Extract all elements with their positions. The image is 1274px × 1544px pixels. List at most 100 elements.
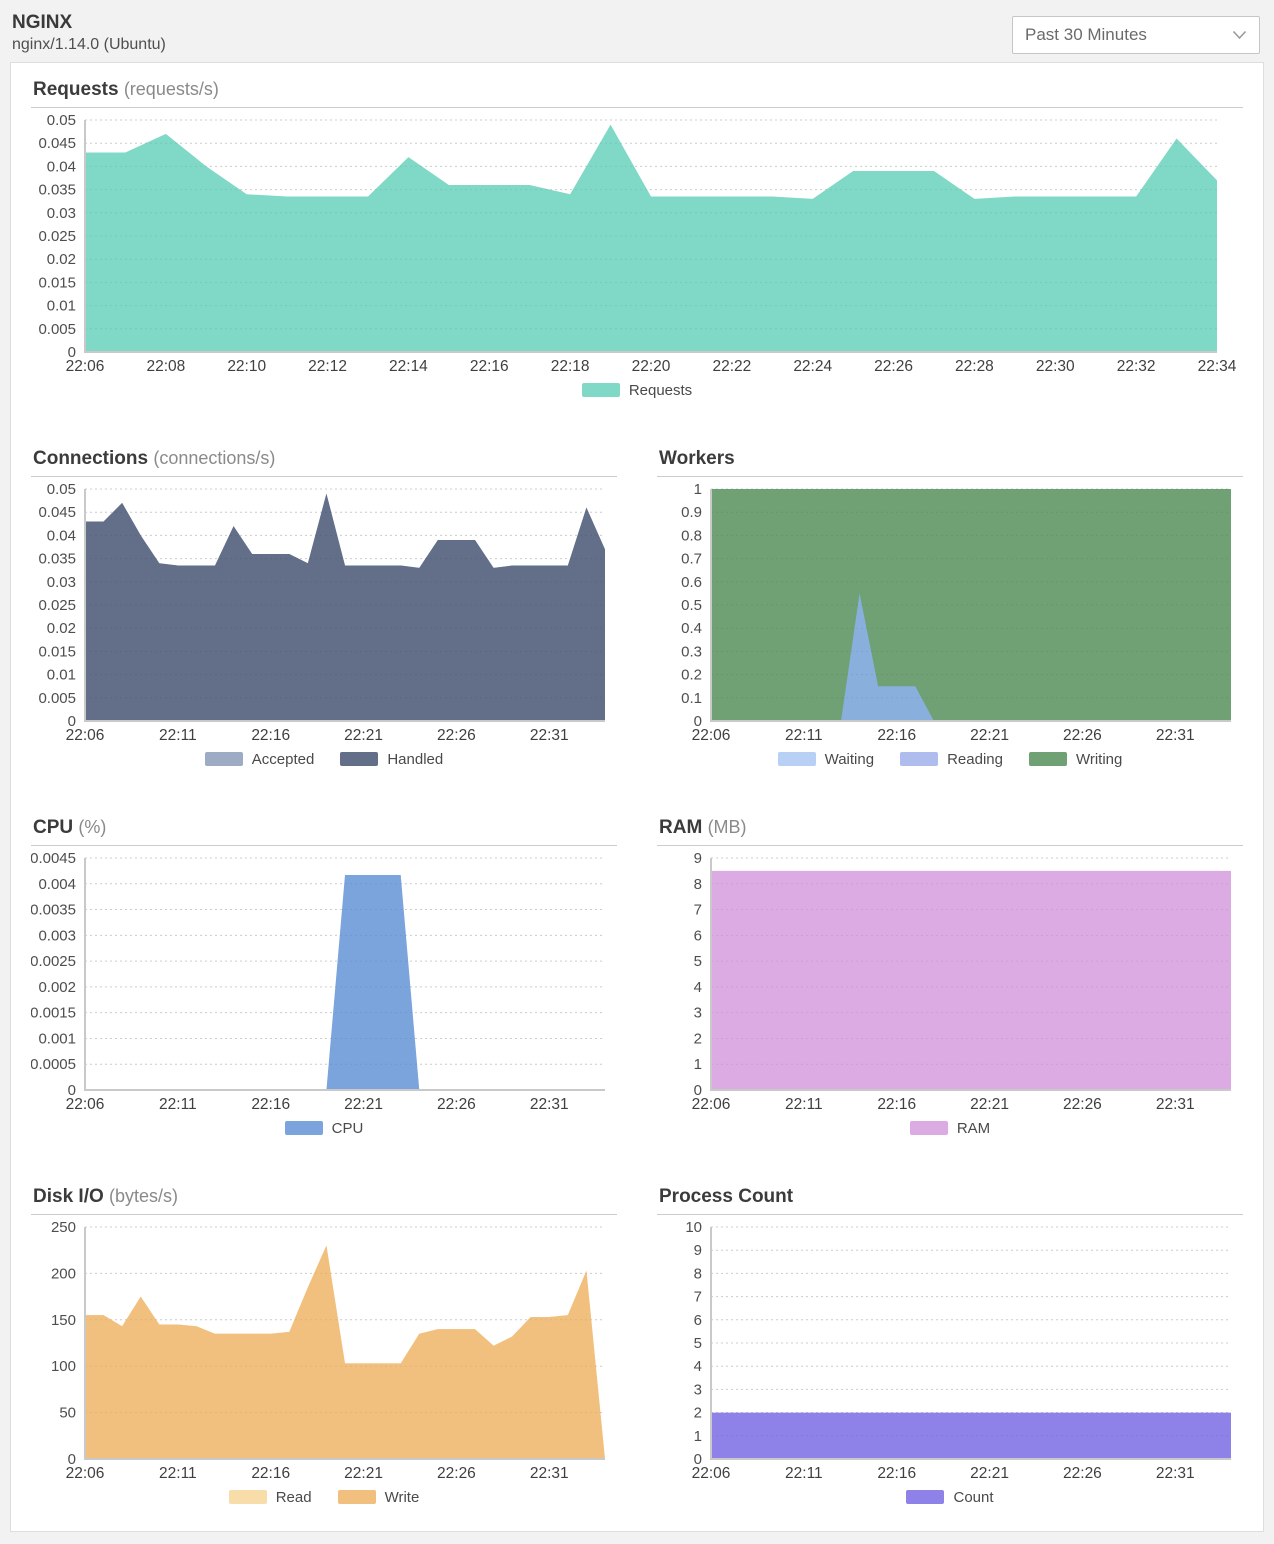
chart-title-text: Process Count bbox=[659, 1186, 794, 1207]
legend-item-writing: Writing bbox=[1028, 750, 1123, 768]
y-axis-tick-label: 0.0005 bbox=[31, 1056, 76, 1073]
x-axis-tick-label: 22:21 bbox=[344, 727, 383, 743]
legend-swatch bbox=[909, 1121, 948, 1135]
y-axis-tick-label: 8 bbox=[694, 1265, 702, 1282]
x-axis-tick-label: 22:16 bbox=[877, 1096, 916, 1112]
chart-legend: Accepted Handled bbox=[31, 747, 617, 771]
y-axis-tick-label: 0.2 bbox=[681, 667, 702, 684]
chart-title-text: RAM bbox=[659, 817, 703, 838]
chart-title: Process Count bbox=[657, 1186, 1243, 1215]
legend-swatch bbox=[284, 1121, 323, 1135]
charts-grid: Requests (requests/s) 0 0.005 0.01 0.015 0.02… bbox=[31, 79, 1243, 1509]
workers-series-writing bbox=[711, 489, 1231, 721]
chart-unit-text: (connections/s) bbox=[153, 448, 276, 468]
y-axis-tick-label: 0.004 bbox=[38, 876, 76, 893]
x-axis-tick-label: 22:26 bbox=[437, 727, 476, 743]
chart-title: Disk I/O (bytes/s) bbox=[31, 1186, 617, 1215]
y-axis-tick-label: 0 bbox=[68, 713, 76, 730]
chart-title: Workers bbox=[657, 448, 1243, 477]
legend-swatch bbox=[581, 383, 620, 397]
x-axis-tick-label: 22:16 bbox=[877, 727, 916, 743]
x-axis-tick-label: 22:11 bbox=[785, 727, 823, 743]
x-axis-tick-label: 22:11 bbox=[159, 1465, 197, 1481]
chart-unit-text: (bytes/s) bbox=[109, 1186, 179, 1206]
legend-label: Count bbox=[953, 1488, 994, 1506]
header-titles: NGINX nginx/1.14.0 (Ubuntu) bbox=[12, 12, 166, 54]
y-axis-tick-label: 100 bbox=[51, 1358, 76, 1375]
y-axis-tick-label: 0.05 bbox=[47, 112, 76, 129]
x-axis-tick-label: 22:11 bbox=[159, 1096, 197, 1112]
x-axis-tick-label: 22:31 bbox=[1156, 727, 1195, 743]
chart-title-text: Disk I/O bbox=[33, 1186, 104, 1207]
legend-swatch bbox=[900, 752, 939, 766]
x-axis-tick-label: 22:34 bbox=[1198, 358, 1237, 374]
y-axis-tick-label: 4 bbox=[694, 1358, 702, 1375]
x-axis-tick-label: 22:06 bbox=[66, 727, 105, 743]
legend-label: Read bbox=[275, 1488, 312, 1506]
y-axis-tick-label: 0.005 bbox=[38, 321, 76, 338]
y-axis-tick-label: 0 bbox=[68, 1451, 76, 1468]
x-axis-tick-label: 22:32 bbox=[1117, 358, 1156, 374]
x-axis-tick-label: 22:20 bbox=[632, 358, 671, 374]
y-axis-tick-label: 0.9 bbox=[681, 504, 702, 521]
chart-title: RAM (MB) bbox=[657, 817, 1243, 846]
y-axis-tick-label: 6 bbox=[694, 1312, 702, 1329]
y-axis-tick-label: 0.015 bbox=[38, 274, 76, 291]
legend-label: Writing bbox=[1075, 750, 1123, 768]
y-axis-tick-label: 0.7 bbox=[681, 551, 702, 568]
page-title: NGINX bbox=[12, 12, 73, 33]
y-axis-tick-label: 1 bbox=[694, 1056, 702, 1073]
legend-item-waiting: Waiting bbox=[777, 750, 875, 768]
x-axis-tick-label: 22:26 bbox=[874, 358, 913, 374]
y-axis-tick-label: 6 bbox=[694, 927, 702, 944]
cpu-series-cpu bbox=[85, 875, 605, 1090]
legend-item-accepted: Accepted bbox=[204, 750, 315, 768]
legend-swatch bbox=[1028, 752, 1067, 766]
ram-area-chart: 0 1 2 3 4 5 6 7 8 9 22:06 22:11 22:16 22:21 22:26 22:31 bbox=[692, 850, 1231, 1112]
legend-item-read: Read bbox=[228, 1488, 312, 1506]
chart-title-text: Requests bbox=[33, 79, 119, 100]
legend-item-handled: Handled bbox=[340, 751, 443, 768]
y-axis-tick-label: 0.05 bbox=[47, 481, 76, 498]
x-axis-tick-label: 22:26 bbox=[1063, 1096, 1102, 1112]
y-axis-tick-label: 8 bbox=[694, 876, 702, 893]
y-axis-tick-label: 0.3 bbox=[681, 643, 702, 660]
chart-cpu: CPU (%) 0 0.0005 0.001 0.0015 0.002 0.0025 0.00… bbox=[31, 817, 617, 1140]
page-header: NGINX nginx/1.14.0 (Ubuntu) Past 30 Minu… bbox=[0, 0, 1274, 62]
legend-swatch bbox=[204, 752, 243, 766]
y-axis-tick-label: 0 bbox=[694, 1451, 702, 1468]
workers-area-chart: 0 0.1 0.2 0.3 0.4 0.5 0.6 0.7 0.8 0.9 1 22:06 22:11 2… bbox=[681, 481, 1231, 743]
legend-swatch bbox=[340, 752, 379, 766]
y-axis-tick-label: 3 bbox=[694, 1381, 702, 1398]
y-axis-tick-label: 9 bbox=[694, 850, 702, 867]
legend-label: Requests bbox=[628, 381, 693, 399]
y-axis-tick-label: 0.001 bbox=[38, 1030, 76, 1047]
y-axis-tick-label: 0.035 bbox=[38, 182, 76, 199]
x-axis-tick-label: 22:06 bbox=[692, 1465, 731, 1481]
chart-title-text: CPU bbox=[33, 817, 74, 838]
x-axis-tick-label: 22:26 bbox=[437, 1465, 476, 1481]
page-subtitle: nginx/1.14.0 (Ubuntu) bbox=[12, 36, 166, 53]
y-axis-tick-label: 1 bbox=[694, 481, 702, 498]
disk-io-area-chart: 0 50 100 150 200 250 22:06 22:11 22:16 22:21 22:26… bbox=[51, 1219, 605, 1481]
y-axis-tick-label: 4 bbox=[694, 979, 702, 996]
legend-label: Waiting bbox=[824, 750, 875, 768]
y-axis-tick-label: 0.04 bbox=[47, 527, 76, 544]
y-axis-tick-label: 0.03 bbox=[47, 205, 76, 222]
y-axis-tick-label: 200 bbox=[51, 1265, 76, 1282]
x-axis-tick-label: 22:30 bbox=[1036, 358, 1075, 374]
legend-label: Accepted bbox=[251, 750, 315, 768]
legend-swatch bbox=[777, 752, 816, 766]
x-axis-tick-label: 22:06 bbox=[692, 1096, 731, 1112]
connections-area-chart: 0 0.005 0.01 0.015 0.02 0.025 0.03 0.035 0.04 0.0… bbox=[38, 481, 605, 743]
x-axis-tick-label: 22:06 bbox=[66, 1096, 105, 1112]
x-axis-tick-label: 22:31 bbox=[530, 727, 569, 743]
y-axis-tick-label: 0.025 bbox=[38, 597, 76, 614]
charts-panel: Requests (requests/s) 0 0.005 0.01 0.015 0.02… bbox=[10, 62, 1264, 1532]
y-axis-tick-label: 0.0035 bbox=[31, 902, 76, 919]
time-range-select[interactable]: Past 30 Minutes bbox=[1012, 16, 1260, 54]
y-axis-tick-label: 10 bbox=[685, 1219, 702, 1236]
legend-item-requests: Requests bbox=[581, 381, 693, 399]
x-axis-tick-label: 22:10 bbox=[227, 358, 266, 374]
chart-title-text: Workers bbox=[659, 448, 735, 469]
